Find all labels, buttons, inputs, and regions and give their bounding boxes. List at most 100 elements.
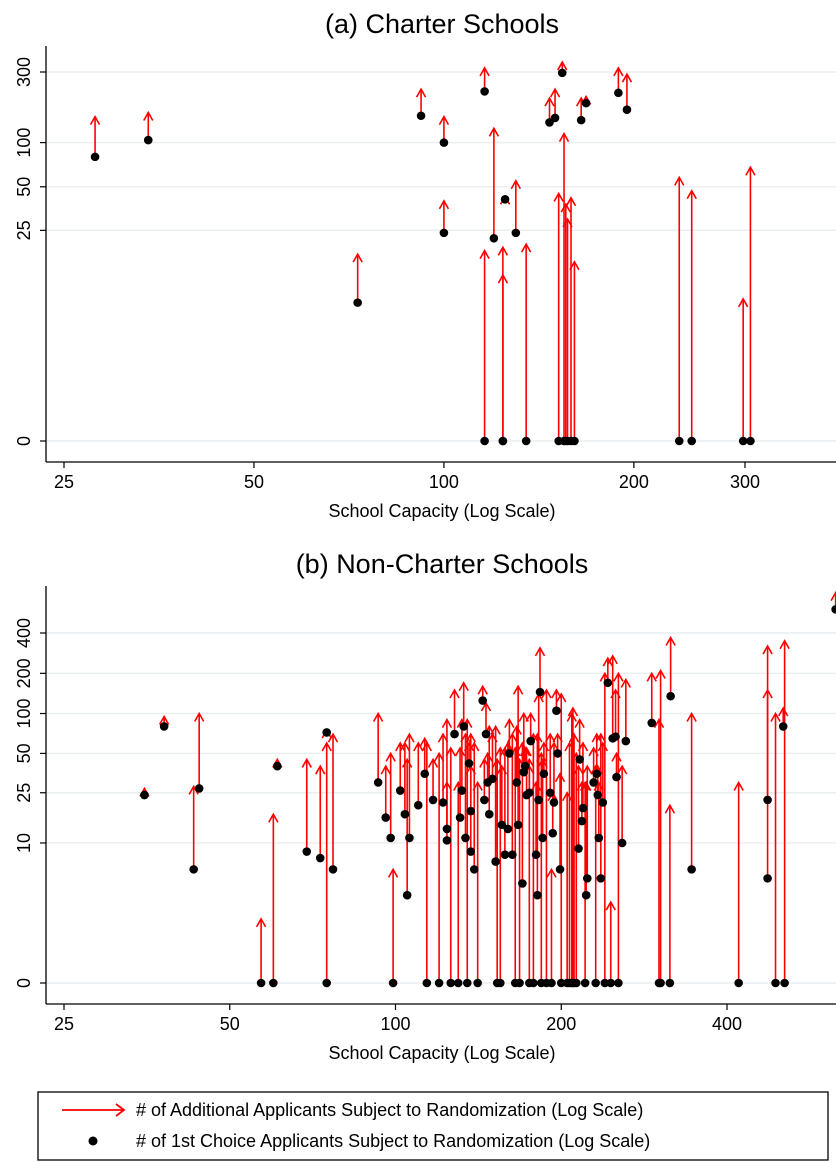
arrow-head bbox=[399, 741, 411, 752]
arrow-head bbox=[158, 714, 170, 725]
arrow-head bbox=[519, 746, 531, 757]
data-point bbox=[464, 759, 474, 768]
arrow-head bbox=[465, 732, 476, 743]
data-point bbox=[548, 828, 558, 838]
y-tick-label: 10 bbox=[14, 833, 34, 853]
data-point bbox=[189, 865, 198, 874]
data-point bbox=[552, 706, 561, 715]
data-point bbox=[497, 820, 507, 830]
arrow-head bbox=[143, 110, 154, 121]
data-point bbox=[577, 816, 587, 826]
data-point bbox=[498, 436, 508, 446]
data-point bbox=[90, 152, 100, 162]
data-point bbox=[549, 798, 559, 807]
data-point bbox=[555, 865, 565, 874]
data-point bbox=[466, 847, 476, 856]
data-point bbox=[592, 769, 602, 779]
data-point bbox=[531, 850, 541, 859]
arrow-head bbox=[573, 764, 584, 775]
data-point bbox=[353, 298, 362, 307]
arrow-head bbox=[520, 242, 532, 253]
arrow-head bbox=[762, 688, 773, 699]
arrow-head bbox=[441, 717, 453, 728]
arrow-head bbox=[686, 189, 697, 200]
arrow-head bbox=[469, 741, 480, 752]
data-point bbox=[455, 813, 465, 822]
data-point bbox=[612, 772, 621, 782]
dot-series bbox=[90, 68, 755, 446]
data-point bbox=[513, 820, 523, 830]
data-point bbox=[500, 195, 510, 204]
data-point bbox=[647, 718, 657, 728]
arrow-head bbox=[646, 671, 657, 682]
arrow-head bbox=[582, 764, 593, 775]
y-tick-label: 0 bbox=[14, 978, 34, 988]
data-point bbox=[500, 850, 510, 859]
arrow-head bbox=[778, 706, 789, 717]
x-tick-label: 200 bbox=[619, 472, 649, 492]
data-point bbox=[434, 978, 444, 988]
arrow-head bbox=[352, 252, 363, 263]
arrow-head bbox=[479, 66, 490, 77]
data-point bbox=[570, 436, 579, 446]
arrow-head bbox=[385, 751, 396, 762]
arrow-head bbox=[327, 732, 339, 743]
arrow-head bbox=[380, 764, 391, 775]
data-point bbox=[439, 138, 449, 147]
arrow-head bbox=[779, 639, 790, 650]
arrow-head bbox=[502, 741, 514, 752]
arrow-head bbox=[458, 681, 469, 692]
arrow-head bbox=[321, 741, 332, 752]
data-point bbox=[574, 844, 583, 853]
arrow-head bbox=[674, 175, 685, 186]
data-point bbox=[600, 978, 610, 988]
data-point bbox=[481, 729, 491, 739]
data-point bbox=[674, 436, 684, 446]
arrow-head bbox=[553, 191, 564, 202]
arrow-head bbox=[438, 199, 450, 210]
arrow-head bbox=[568, 732, 580, 743]
data-point bbox=[457, 786, 467, 795]
arrow-head bbox=[404, 732, 415, 743]
y-tick-label: 50 bbox=[14, 177, 34, 197]
data-point bbox=[606, 978, 616, 988]
arrow-head bbox=[488, 126, 500, 137]
data-point bbox=[420, 769, 430, 779]
arrow-head bbox=[558, 132, 570, 143]
arrow-head bbox=[427, 757, 439, 768]
data-point bbox=[438, 798, 448, 807]
arrow-head bbox=[437, 732, 449, 743]
data-point bbox=[439, 228, 449, 238]
arrow-head bbox=[525, 711, 536, 722]
data-point bbox=[480, 795, 489, 805]
data-point bbox=[520, 761, 530, 771]
arrow-head bbox=[605, 900, 616, 911]
y-tick-label: 0 bbox=[14, 436, 34, 446]
y-tick-label: 400 bbox=[14, 618, 34, 648]
data-point bbox=[159, 722, 169, 731]
data-point bbox=[446, 978, 456, 988]
data-point bbox=[521, 436, 531, 446]
arrow-head bbox=[482, 751, 493, 762]
data-point bbox=[666, 691, 675, 701]
data-point bbox=[273, 761, 282, 771]
data-point bbox=[269, 978, 278, 988]
arrow-head bbox=[733, 780, 744, 791]
arrow-head bbox=[541, 688, 552, 699]
data-point bbox=[484, 809, 494, 819]
data-point bbox=[533, 890, 542, 900]
data-point bbox=[550, 113, 560, 123]
arrow-head bbox=[595, 732, 607, 743]
arrow-head bbox=[607, 654, 618, 665]
data-point bbox=[386, 833, 395, 843]
data-point bbox=[621, 736, 631, 746]
data-point bbox=[459, 722, 468, 731]
data-point bbox=[515, 978, 524, 988]
data-point bbox=[453, 978, 463, 988]
y-ticks: 0 25 50 100 300 bbox=[14, 57, 46, 446]
arrow-head bbox=[770, 711, 781, 722]
data-point bbox=[512, 778, 521, 787]
data-point bbox=[256, 978, 266, 988]
data-point bbox=[322, 978, 332, 988]
data-point bbox=[538, 833, 547, 843]
